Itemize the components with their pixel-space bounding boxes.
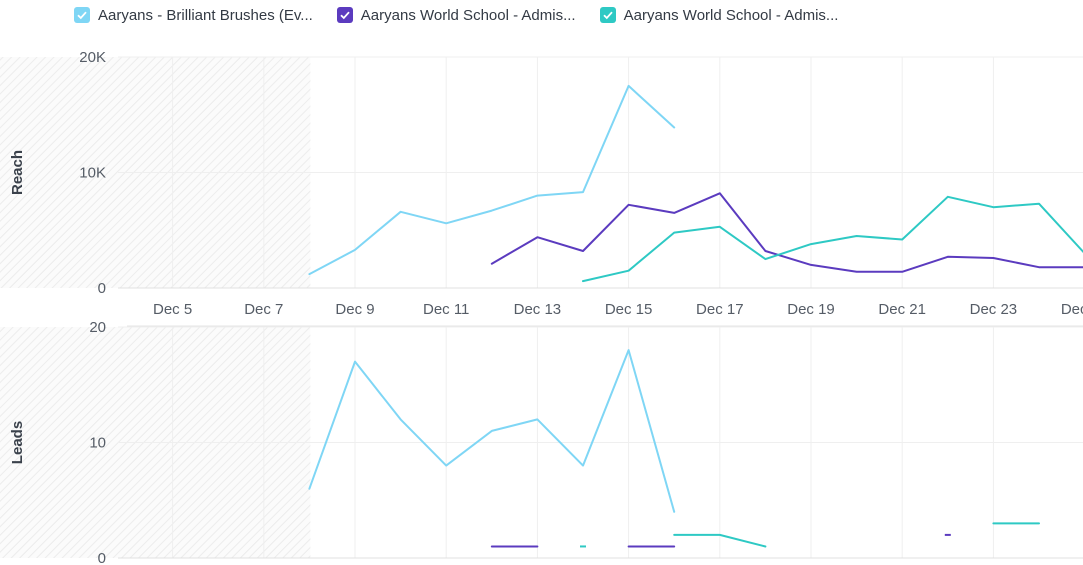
y-tick-label: 0 [98,550,106,565]
series-line-0 [308,349,676,513]
y-axis-label: Leads [9,421,26,464]
x-tick-label: Dec 11 [423,301,469,318]
y-axis-label: Reach [9,150,26,195]
legend-item-2[interactable]: Aaryans World School - Admis... [599,6,839,24]
y-tick-label: 10K [79,165,106,182]
legend-item-0[interactable]: Aaryans - Brilliant Brushes (Ev... [74,7,313,24]
y-tick-label: 20 [89,319,106,336]
series-line-2 [673,533,767,548]
series-line-0 [308,84,676,276]
checkbox-checked-icon[interactable] [599,7,616,23]
x-tick-label: Dec 9 [335,301,374,318]
series-line-1 [490,192,1083,273]
x-tick-label: Dec 21 [878,301,926,318]
y-tick-label: 10 [89,435,106,452]
y-tick-label: 0 [98,280,106,297]
x-tick-label: Dec 17 [696,301,744,318]
legend: Aaryans - Brilliant Brushes (Ev... Aarya… [74,4,862,26]
checkbox-checked-icon[interactable] [336,7,353,23]
x-tick-label: Dec 19 [787,301,835,318]
legend-label: Aaryans - Brilliant Brushes (Ev... [98,6,313,24]
x-tick-label: Dec 25 [1061,301,1083,318]
x-tick-label: Dec 15 [605,301,653,318]
series-line-2 [582,195,1083,283]
x-tick-label: Dec 5 [153,301,192,318]
legend-label: Aaryans World School - Admis... [623,6,839,24]
legend-item-1[interactable]: Aaryans World School - Admis... [336,6,576,24]
x-tick-label: Dec 13 [514,301,562,318]
y-tick-label: 20K [79,49,106,66]
legend-label: Aaryans World School - Admis... [360,6,576,24]
x-tick-label: Dec 7 [244,301,283,318]
x-tick-label: Dec 23 [970,301,1018,318]
checkbox-checked-icon[interactable] [74,7,90,23]
